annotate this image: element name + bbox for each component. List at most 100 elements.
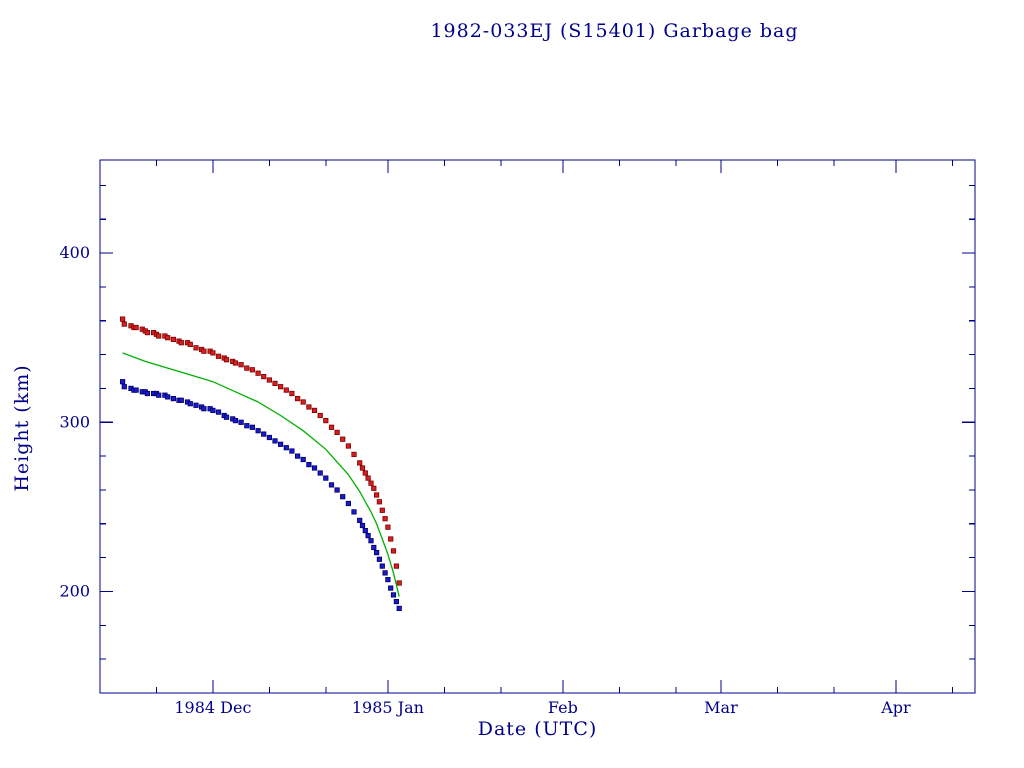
red-squares-upper-point [223,357,230,363]
red-squares-upper-point [193,345,199,351]
blue-squares-lower-point [249,424,255,430]
blue-squares-lower-point [255,428,261,434]
red-squares-upper-point [156,333,162,339]
red-squares-upper-point [266,377,273,383]
blue-squares-lower-point [328,482,335,488]
red-squares-upper-point [359,465,366,471]
x-tick-label: Apr [880,698,911,717]
blue-squares-lower-point [294,453,301,459]
blue-squares-lower-point [359,522,366,529]
red-squares-upper-point [340,436,346,442]
red-squares-upper-point [294,395,301,402]
blue-squares-lower-point [300,456,306,463]
red-squares-upper-point [249,367,255,373]
red-squares-upper-point [328,424,335,430]
red-squares-upper-point [170,336,176,343]
blue-squares-lower-point [351,509,357,515]
red-squares-upper-point [215,353,222,359]
red-squares-upper-point [371,485,377,491]
blue-squares-lower-point [156,392,162,398]
blue-squares-lower-point [371,544,377,551]
x-tick-label: Mar [704,698,738,717]
blue-squares-lower-point [272,438,278,444]
blue-squares-lower-point [357,517,363,524]
blue-squares-lower-point [261,431,267,437]
red-squares-upper-point [255,370,261,376]
y-tick-label: 400 [59,243,90,262]
red-squares-upper-point [388,536,394,542]
blue-squares-lower-point [187,401,193,407]
x-tick-label: 1985 Jan [352,698,424,717]
red-squares-upper-point [277,384,284,390]
blue-squares-lower-point [306,461,312,468]
blue-squares-lower-point [323,475,329,481]
blue-squares-lower-point [289,448,295,454]
blue-squares-lower-point [120,379,126,385]
blue-squares-lower-point [362,528,368,534]
blue-squares-lower-point [215,409,222,415]
red-squares-upper-point [210,350,216,356]
blue-squares-lower-point [121,384,127,390]
blue-squares-lower-point [283,445,289,451]
blue-squares-lower-point [379,563,385,569]
blue-squares-lower-point [238,419,244,425]
red-squares-upper-point [165,335,171,341]
green-line-middle-line [122,352,400,597]
blue-squares-lower-point [311,465,318,471]
red-squares-upper-point [317,412,323,419]
red-squares-upper-point [232,360,239,366]
x-axis-label: Date (UTC) [477,718,598,740]
blue-squares-lower-point [385,577,391,583]
blue-squares-lower-point [373,550,380,556]
y-axis-label: Height (km) [11,364,33,492]
red-squares-upper-point [120,316,126,322]
red-squares-upper-point [144,329,150,336]
blue-squares-lower-point [178,397,184,403]
red-squares-upper-point [376,499,383,505]
plot-frame [99,159,976,694]
blue-squares-lower-point [201,406,207,412]
blue-squares-lower-point [223,414,230,420]
blue-squares-lower-point [210,407,216,414]
red-squares-upper-point [311,407,318,414]
blue-squares-lower-point [382,570,388,576]
red-squares-upper-point [272,380,278,387]
red-squares-upper-point [345,443,352,449]
blue-squares-lower-point [388,585,394,591]
red-squares-upper-point [323,417,329,424]
red-squares-upper-point [396,580,402,586]
blue-squares-lower-point [376,556,383,562]
blue-squares-lower-point [396,605,402,612]
blue-squares-lower-point [334,487,340,493]
red-squares-upper-point [244,365,250,371]
red-squares-upper-point [373,492,380,498]
red-squares-upper-point [300,399,306,405]
red-squares-upper-point [385,524,391,530]
red-squares-upper-point [289,390,295,397]
red-squares-upper-point [306,404,312,410]
red-squares-upper-point [121,321,127,327]
y-tick-label: 200 [59,581,90,600]
red-squares-upper-point [201,348,207,354]
red-squares-upper-point [351,451,357,458]
red-squares-upper-point [261,373,267,380]
red-squares-upper-point [379,507,385,513]
red-squares-upper-point [365,475,371,481]
blue-squares-lower-point [165,394,171,400]
blue-squares-lower-point [340,494,346,500]
blue-squares-lower-point [317,470,323,476]
blue-squares-lower-point [368,538,374,544]
blue-squares-lower-point [393,599,400,605]
red-squares-upper-point [362,470,368,476]
red-squares-upper-point [238,362,244,368]
red-squares-upper-point [393,563,400,569]
red-squares-upper-point [178,340,184,346]
red-squares-upper-point [133,324,139,331]
blue-squares-lower-point [232,417,239,424]
blue-squares-lower-point [244,423,250,429]
blue-squares-lower-point [365,533,371,539]
blue-squares-lower-point [390,592,397,598]
chart-title: 1982-033EJ (S15401) Garbage bag [430,20,799,42]
